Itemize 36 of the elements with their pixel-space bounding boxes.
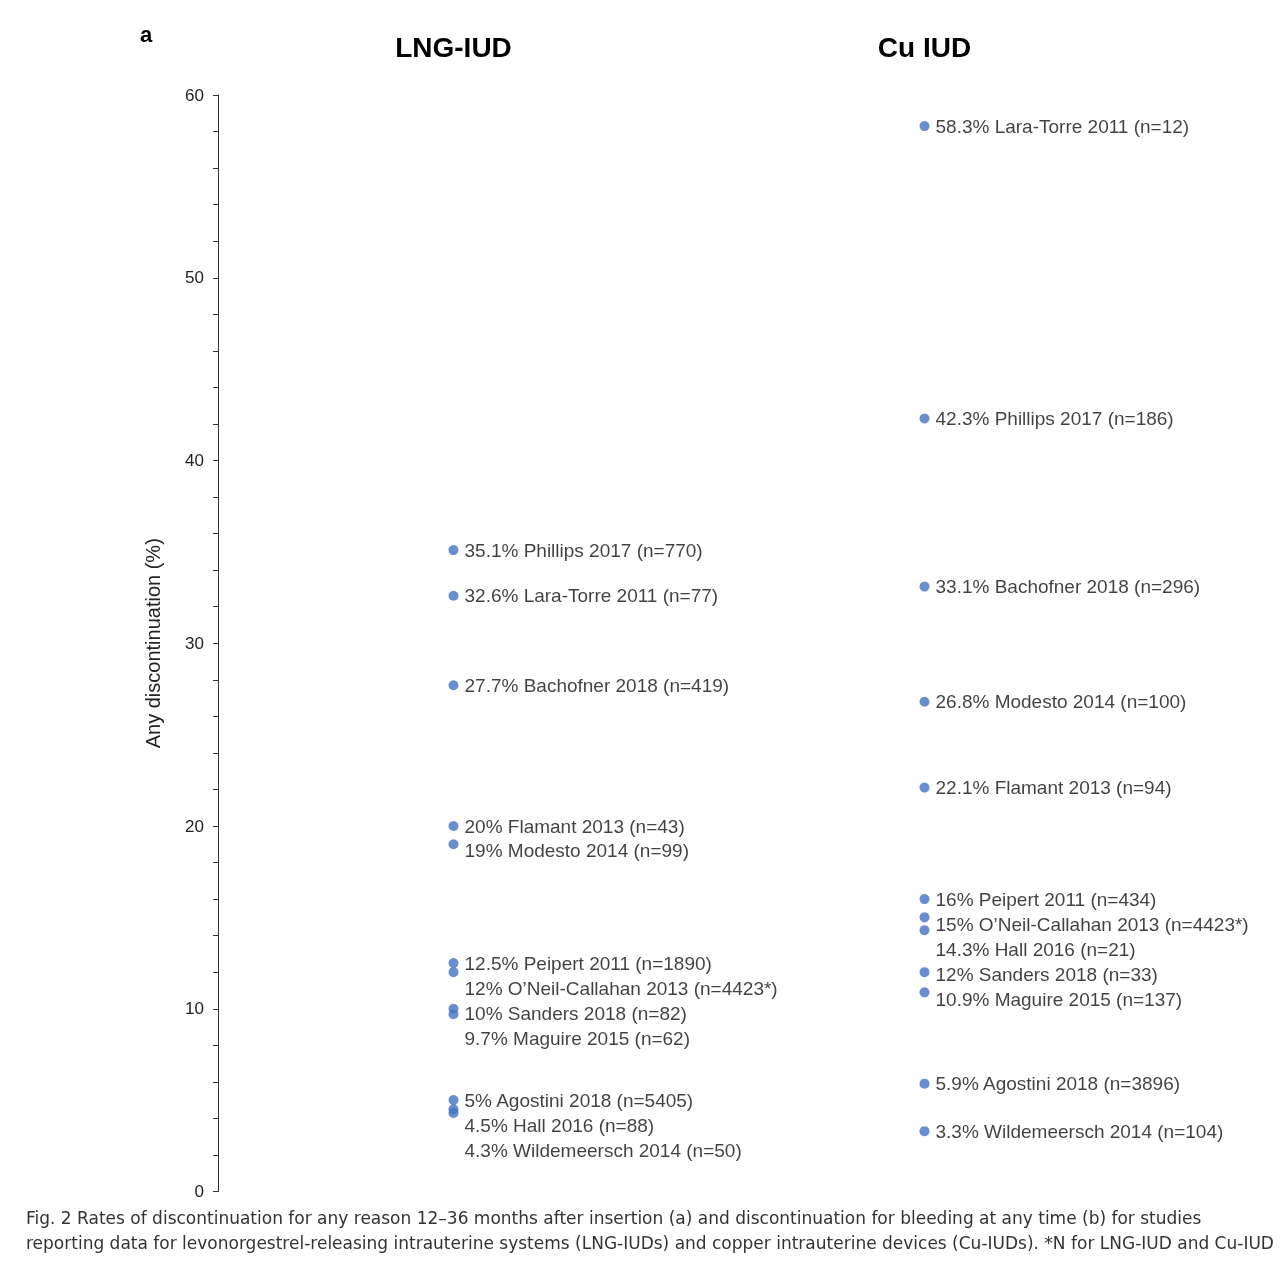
data-label: 42.3% Phillips 2017 (n=186): [935, 407, 1174, 429]
data-label: 22.1% Flamant 2013 (n=94): [935, 777, 1172, 799]
y-tick-label: 20: [185, 816, 204, 836]
data-label: 20% Flamant 2013 (n=43): [464, 815, 685, 837]
y-tick-label: 30: [185, 633, 204, 653]
data-label: 12% O’Neil-Callahan 2013 (n=4423*): [464, 977, 778, 999]
data-label: 26.8% Modesto 2014 (n=100): [935, 691, 1187, 713]
data-label: 19% Modesto 2014 (n=99): [464, 840, 689, 862]
data-label: 4.5% Hall 2016 (n=88): [464, 1114, 655, 1136]
data-label: 15% O’Neil-Callahan 2013 (n=4423*): [935, 913, 1249, 935]
y-axis-title: Any discontinuation (%): [142, 538, 164, 749]
data-label: 4.3% Wildemeersch 2014 (n=50): [464, 1139, 742, 1161]
x-tick-label: LNG-IUD: [395, 31, 512, 63]
data-label: 10% Sanders 2018 (n=82): [464, 1002, 687, 1024]
data-label: 27.7% Bachofner 2018 (n=419): [464, 674, 730, 696]
data-label: 58.3% Lara-Torre 2011 (n=12): [935, 115, 1190, 137]
data-label: 5% Agostini 2018 (n=5405): [464, 1089, 694, 1111]
data-label: 12.5% Peipert 2011 (n=1890): [464, 952, 712, 974]
data-label: 16% Peipert 2011 (n=434): [935, 888, 1157, 910]
y-tick-label: 40: [185, 451, 204, 470]
x-tick-label: Cu IUD: [877, 31, 972, 63]
data-label: 3.3% Wildemeersch 2014 (n=104): [935, 1120, 1224, 1142]
data-label: 10.9% Maguire 2015 (n=137): [935, 988, 1183, 1010]
data-label: 35.1% Phillips 2017 (n=770): [464, 539, 703, 561]
text: a: [140, 22, 153, 48]
data-label: 14.3% Hall 2016 (n=21): [935, 938, 1136, 960]
y-tick-label: 0: [194, 1182, 204, 1201]
caption: Fig. 2 Rates of discontinuation for any reason 12–36 months after insertion (a) and discontinuation for bleeding at any time (b) for studies reporting data for levonorgestrel-releasing intrauterine systems (LNG-IUDs) and copper intrauterine devices (Cu-IUDs). *N for LNG-IUD and Cu-IUD: [26, 1207, 1275, 1255]
data-label: 5.9% Agostini 2018 (n=3896): [935, 1073, 1181, 1095]
data-label: 9.7% Maguire 2015 (n=62): [464, 1027, 691, 1049]
data-label: 33.1% Bachofner 2018 (n=296): [935, 576, 1201, 598]
data-label: 12% Sanders 2018 (n=33): [935, 963, 1158, 985]
y-tick-label: 50: [185, 268, 204, 288]
data-label: 32.6% Lara-Torre 2011 (n=77): [464, 585, 719, 607]
y-tick-label: 60: [185, 85, 204, 105]
y-tick-label: 10: [185, 999, 204, 1019]
